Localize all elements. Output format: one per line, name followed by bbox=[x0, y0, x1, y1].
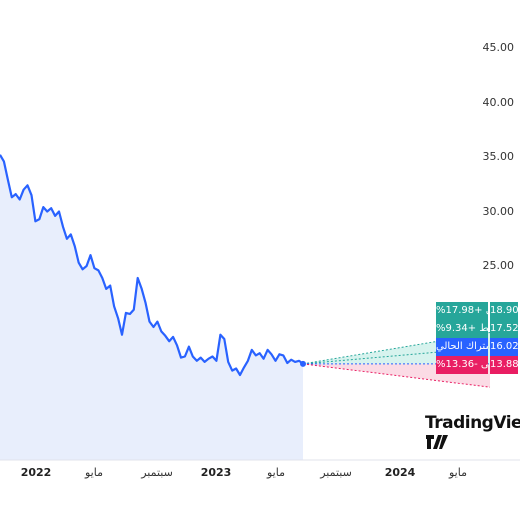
x-tick-label: 2022 bbox=[20, 466, 52, 479]
last-price-point bbox=[300, 360, 306, 367]
y-tick-label: 45.00 bbox=[482, 41, 515, 54]
x-tick-label: 2024 bbox=[384, 466, 416, 479]
forecast-high-label: %17.98+ أقصى bbox=[436, 302, 488, 320]
current-price-value: 16.02 bbox=[490, 338, 519, 356]
x-tick-label: مايو bbox=[449, 466, 467, 479]
y-tick-label: 40.00 bbox=[482, 95, 515, 109]
x-tick-label: مايو bbox=[267, 466, 285, 479]
x-tick-label: 2023 bbox=[200, 466, 232, 479]
forecast-average-label: %9.34+ متوسط bbox=[436, 320, 488, 338]
forecast-low-line bbox=[302, 363, 491, 388]
logo-text: TradingView bbox=[425, 413, 520, 433]
tradingview-logo[interactable]: TradingView bbox=[425, 413, 520, 453]
current-price-label: الاشتراك الحالي bbox=[436, 338, 488, 356]
y-tick-label: 25.00 bbox=[482, 259, 515, 272]
forecast-low-label: %13.36- أدنى bbox=[436, 356, 488, 374]
x-tick-label: سبتمبر bbox=[141, 466, 173, 479]
forecast-high-value: 18.90 bbox=[490, 302, 519, 320]
x-tick-label: سبتمبر bbox=[320, 466, 352, 479]
tradingview-logo-icon bbox=[426, 435, 448, 449]
forecast-average-value: 17.52 bbox=[490, 320, 519, 338]
y-tick-label: 30.00 bbox=[482, 204, 515, 218]
x-tick-label: مايو bbox=[85, 466, 103, 479]
price-line bbox=[0, 154, 304, 377]
forecast-low-value: 13.88 bbox=[490, 356, 519, 374]
y-tick-label: 35.00 bbox=[482, 150, 515, 163]
price-area-fill bbox=[0, 154, 303, 461]
